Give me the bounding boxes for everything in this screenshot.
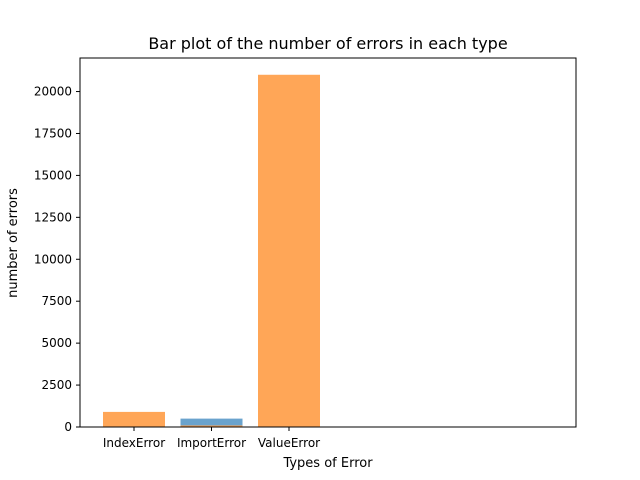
y-tick-label: 7500 <box>41 294 72 308</box>
y-tick-label: 12500 <box>34 210 72 224</box>
y-tick-label: 20000 <box>34 85 72 99</box>
x-tick-label: ImportError <box>177 436 246 450</box>
bar-indexerror-series-0 <box>103 411 165 427</box>
y-tick-label: 10000 <box>34 252 72 266</box>
x-axis-ticks: IndexError ImportError ValueError <box>103 427 320 450</box>
bar-importerror-series-1 <box>180 418 243 427</box>
chart-title: Bar plot of the number of errors in each… <box>148 34 507 53</box>
y-axis-ticks: 0 2500 5000 7500 10000 12500 15000 17500 20000 <box>34 85 80 434</box>
bars-group <box>103 74 320 427</box>
x-tick-label: IndexError <box>103 436 165 450</box>
bar-valueerror-series-0 <box>258 74 320 427</box>
y-tick-label: 0 <box>64 420 72 434</box>
y-tick-label: 5000 <box>41 336 72 350</box>
y-tick-label: 2500 <box>41 378 72 392</box>
y-tick-label: 15000 <box>34 168 72 182</box>
plot-frame <box>79 57 577 428</box>
x-tick-label: ValueError <box>258 436 320 450</box>
y-tick-label: 17500 <box>34 126 72 140</box>
x-axis-label: Types of Error <box>282 456 373 471</box>
bar-importerror-overlay <box>180 425 243 427</box>
y-axis-label: number of errors <box>6 188 21 298</box>
